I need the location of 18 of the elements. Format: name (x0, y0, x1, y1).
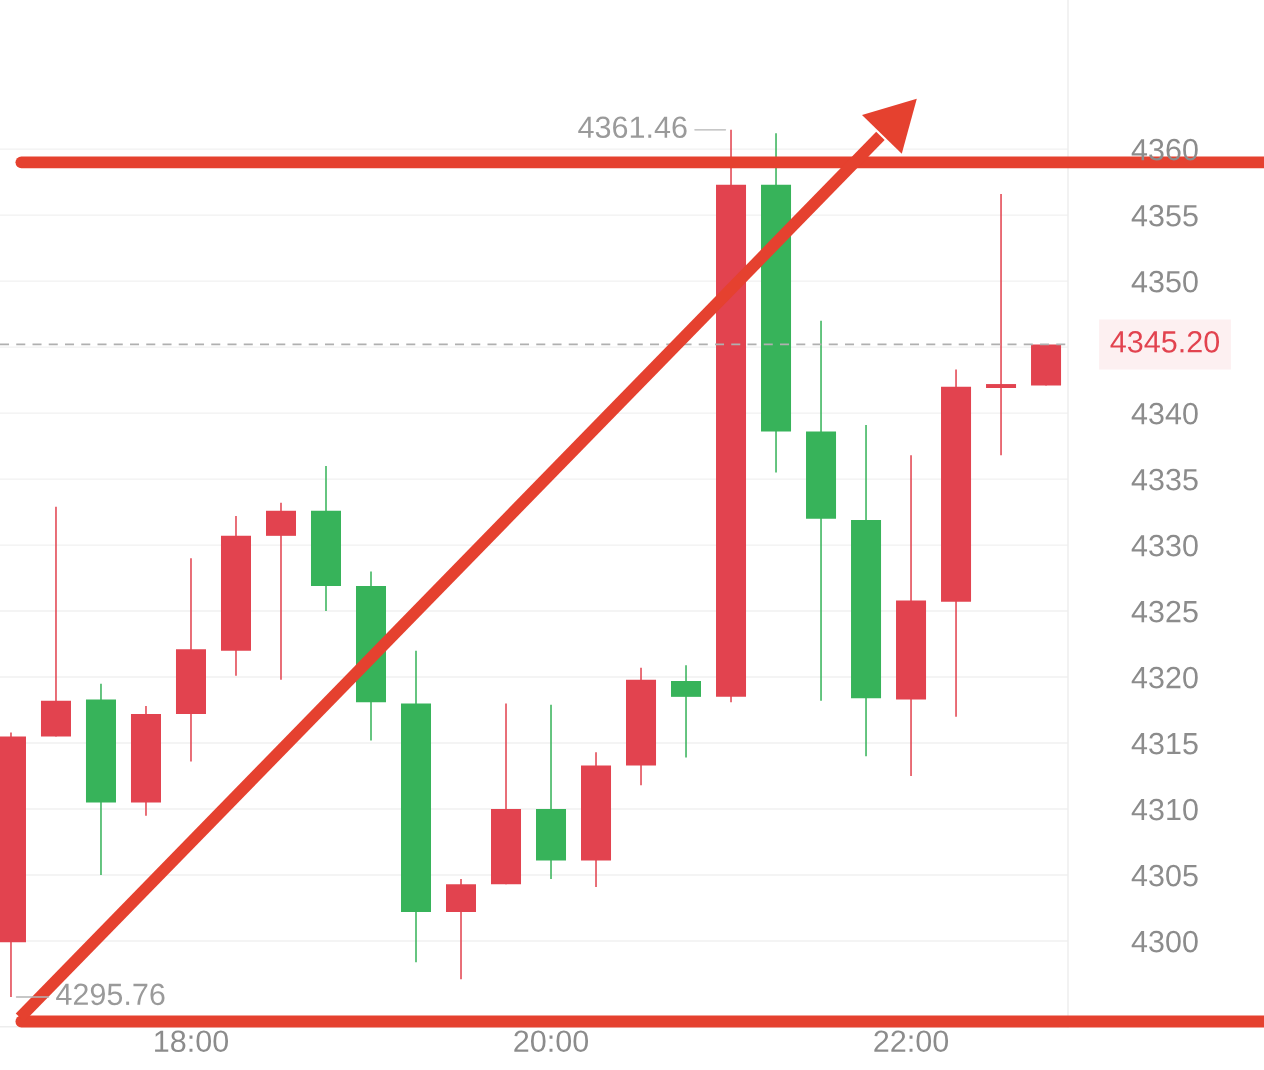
y-tick-label: 4355 (1131, 204, 1198, 227)
x-tick-label: 20:00 (514, 1030, 589, 1053)
y-tick-label: 4325 (1131, 600, 1198, 623)
y-tick-label: 4320 (1131, 666, 1198, 689)
y-tick-label: 4315 (1131, 732, 1198, 755)
y-tick-label: 4350 (1131, 270, 1198, 293)
annotation: 4295.76 (56, 983, 165, 1006)
y-tick-label: 4360 (1131, 138, 1198, 161)
y-tick-label: 4340 (1131, 402, 1198, 425)
ref-line-label: 4345.20 (1110, 331, 1220, 353)
annotation: 4361.46 (578, 116, 687, 139)
y-tick-label: 4305 (1131, 864, 1198, 887)
y-tick-label: 4335 (1131, 468, 1198, 491)
y-tick-label: 4310 (1131, 798, 1198, 821)
x-tick-label: 22:00 (874, 1030, 949, 1053)
y-tick-label: 4330 (1131, 534, 1198, 557)
y-tick-label: 4300 (1131, 930, 1198, 953)
x-tick-label: 18:00 (155, 1030, 229, 1053)
